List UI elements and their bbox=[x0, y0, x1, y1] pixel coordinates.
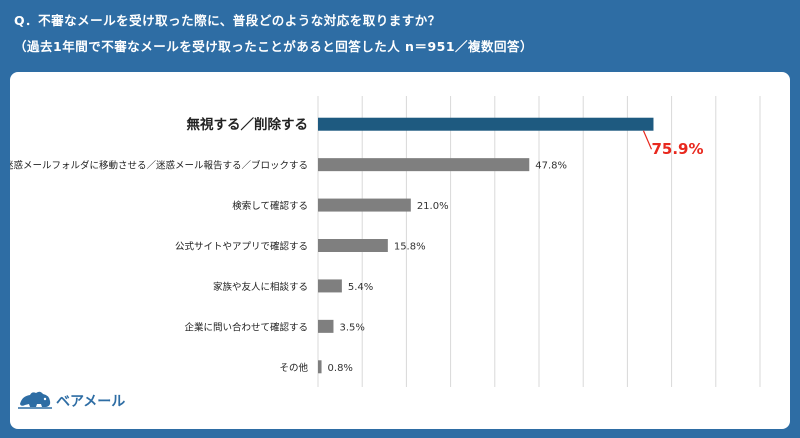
value-label: 47.8% bbox=[535, 161, 567, 172]
category-label: その他 bbox=[279, 362, 308, 374]
value-label: 21.0% bbox=[417, 201, 449, 212]
question-subtitle: （過去1年間で不審なメールを受け取ったことがあると回答した人 n＝951／複数回… bbox=[14, 39, 534, 54]
bar bbox=[318, 279, 342, 293]
value-label: 0.8% bbox=[328, 363, 353, 374]
header: Q．不審なメールを受け取った際に、普段どのような対応を取りますか？ （過去1年間… bbox=[0, 0, 800, 70]
category-label: 検索して確認する bbox=[232, 200, 308, 212]
category-label: 家族や友人に相談する bbox=[213, 281, 308, 293]
category-label: 公式サイトやアプリで確認する bbox=[175, 241, 308, 253]
bar bbox=[318, 198, 411, 212]
bar-chart: 無視する／削除する 75.9% 迷惑メールフォルダに移動させる／迷惑メール報告する／… bbox=[10, 96, 761, 387]
value-label: 5.4% bbox=[348, 282, 373, 293]
value-label: 75.9% bbox=[651, 140, 703, 158]
brand-logo: ベアメール bbox=[18, 388, 125, 414]
value-label: 3.5% bbox=[339, 322, 364, 333]
bar bbox=[318, 158, 530, 172]
chart-panel: 無視する／削除する 75.9% 迷惑メールフォルダに移動させる／迷惑メール報告する／… bbox=[10, 72, 790, 429]
value-leader-line bbox=[642, 130, 653, 150]
category-label: 無視する／削除する bbox=[187, 116, 309, 133]
category-label: 企業に問い合わせて確認する bbox=[184, 321, 308, 333]
bear-icon bbox=[18, 388, 52, 414]
bar bbox=[318, 319, 334, 333]
brand-name: ベアメール bbox=[56, 394, 126, 410]
question-title: Q．不審なメールを受け取った際に、普段どのような対応を取りますか？ bbox=[14, 13, 441, 28]
bar bbox=[318, 360, 322, 374]
value-label: 15.8% bbox=[394, 242, 426, 253]
bar bbox=[318, 117, 654, 131]
bar bbox=[318, 239, 388, 252]
category-label: 迷惑メールフォルダに移動させる／迷惑メール報告する／ブロックする bbox=[10, 160, 308, 172]
